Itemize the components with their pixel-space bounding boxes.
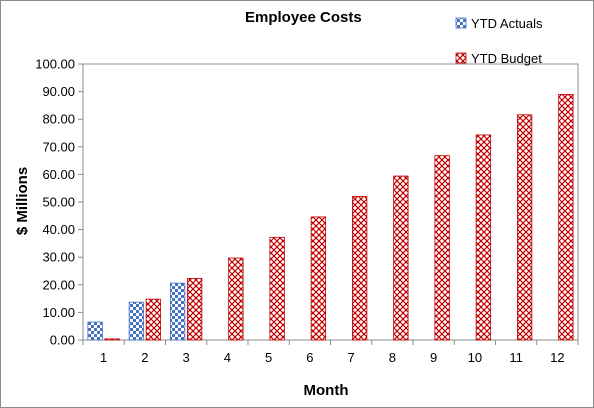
x-tick-label: 12	[550, 350, 564, 365]
x-tick-label: 3	[183, 350, 190, 365]
y-tick-label: 100.00	[35, 57, 75, 72]
legend-label-ytd-actuals: YTD Actuals	[471, 16, 543, 31]
y-tick-label: 10.00	[42, 305, 75, 320]
bar-ytd-budget	[516, 114, 533, 341]
bar-ytd-budget	[475, 134, 492, 341]
y-tick-label: 50.00	[42, 195, 75, 210]
x-tick-label: 9	[430, 350, 437, 365]
x-tick-label: 7	[348, 350, 355, 365]
plot-border	[82, 63, 579, 341]
y-tick-label: 70.00	[42, 139, 75, 154]
y-tick-label: 60.00	[42, 167, 75, 182]
x-tick-label: 2	[141, 350, 148, 365]
bar-ytd-budget	[145, 298, 162, 341]
x-tick-label: 11	[509, 350, 523, 365]
legend: YTD Actuals YTD Budget	[455, 16, 543, 66]
bar-ytd-actuals	[169, 282, 186, 341]
x-tick-label: 5	[265, 350, 272, 365]
y-axis-title: $ Millions	[14, 167, 31, 235]
bar-ytd-budget	[310, 216, 327, 341]
x-tick-label: 6	[306, 350, 313, 365]
y-tick-label: 20.00	[42, 277, 75, 292]
bar-ytd-budget	[228, 257, 244, 341]
y-tick-label: 40.00	[42, 222, 75, 237]
legend-swatch-ytd-budget	[455, 52, 467, 64]
bar-ytd-budget	[351, 196, 368, 341]
legend-label-ytd-budget: YTD Budget	[471, 51, 542, 66]
legend-swatch-ytd-actuals	[455, 17, 467, 29]
bar-ytd-actuals	[87, 321, 103, 341]
bar-ytd-budget	[393, 175, 409, 341]
x-tick-label: 10	[468, 350, 482, 365]
x-tick-label: 1	[100, 350, 107, 365]
plot-area: 0.00 10.00 20.00 30.00 40.00 50.00 60.00 70.00 8…	[35, 57, 579, 365]
bar-ytd-actuals	[128, 301, 145, 341]
x-tick-label: 4	[224, 350, 231, 365]
bar-ytd-budget	[558, 93, 574, 341]
chart-title: Employee Costs	[245, 9, 362, 26]
y-tick-label: 30.00	[42, 250, 75, 265]
bar-ytd-budget	[104, 338, 120, 341]
y-tick-label: 80.00	[42, 112, 75, 127]
bar-ytd-budget	[269, 236, 285, 341]
bar-ytd-budget	[434, 155, 450, 341]
y-tick-label: 90.00	[42, 84, 75, 99]
x-axis-title: Month	[304, 382, 349, 399]
bar-ytd-budget	[186, 278, 203, 341]
x-tick-label: 8	[389, 350, 396, 365]
y-tick-label: 0.00	[50, 333, 75, 348]
